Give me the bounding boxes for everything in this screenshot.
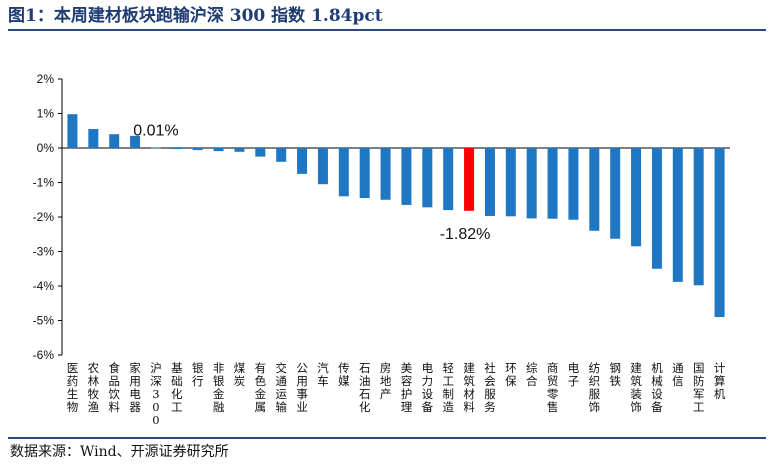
data-label: -1.82% <box>440 226 491 243</box>
category-label: 环保 <box>505 361 517 388</box>
data-label: 0.01% <box>133 123 178 140</box>
category-label: 轻工制造 <box>442 361 454 414</box>
bar-纺织服饰 <box>589 148 600 231</box>
category-label: 计算机 <box>714 361 726 401</box>
figure-title: 图1：本周建材板块跑输沪深 300 指数 1.84pct <box>8 6 383 26</box>
bar-建筑装饰 <box>631 148 642 247</box>
category-label: 电子 <box>568 361 580 388</box>
bar-交通运输 <box>276 148 287 162</box>
category-label: 电力设备 <box>422 361 434 414</box>
category-label: 农林牧渔 <box>88 361 100 414</box>
category-label: 建筑装饰 <box>630 361 642 414</box>
bar-有色金属 <box>255 148 266 157</box>
bar-电力设备 <box>422 148 433 208</box>
bar-电子 <box>568 148 579 220</box>
y-tick-label: 2% <box>37 72 55 86</box>
bar-传媒 <box>338 148 349 197</box>
bar-银行 <box>192 148 203 151</box>
bar-公用事业 <box>297 148 308 174</box>
category-label: 美容护理 <box>401 361 413 414</box>
y-tick-label: -5% <box>33 314 55 328</box>
title-rule <box>8 29 766 31</box>
bar-轻工制造 <box>443 148 454 211</box>
bar-社会服务 <box>484 148 495 216</box>
bar-美容护理 <box>401 148 412 205</box>
bar-房地产 <box>380 148 391 200</box>
bar-石油石化 <box>359 148 370 199</box>
category-label: 综合 <box>526 361 538 388</box>
bar-汽车 <box>317 148 328 185</box>
category-label: 有色金属 <box>255 361 267 414</box>
category-label: 公用事业 <box>296 361 308 414</box>
y-tick-label: 0% <box>37 141 55 155</box>
bar-国防军工 <box>693 148 704 286</box>
bar-综合 <box>526 148 537 219</box>
bar-基础化工 <box>171 148 182 150</box>
category-label: 沪深 3 0 0 <box>150 361 162 427</box>
source-rule <box>8 437 766 439</box>
bar-医药生物 <box>67 114 78 148</box>
bar-钢铁 <box>610 148 621 239</box>
bar-chart: 2% 1% 0% -1% -2% -3% -4% -5% -6% 医药生物农林牧渔食品饮料家用电器… <box>33 72 730 427</box>
bar-商贸零售 <box>547 148 558 219</box>
bar-煤炭 <box>234 148 245 152</box>
category-label: 建筑材料 <box>463 361 475 414</box>
y-tick-label: 1% <box>37 107 55 121</box>
category-label: 非银金融 <box>213 361 225 414</box>
category-label: 医药生物 <box>67 361 79 414</box>
category-label: 基础化工 <box>171 361 183 414</box>
y-tick-label: -1% <box>33 176 55 190</box>
category-label: 石油石化 <box>359 361 371 414</box>
category-label: 汽车 <box>317 361 329 388</box>
y-tick-label: -6% <box>33 348 55 362</box>
category-label: 纺织服饰 <box>589 361 601 414</box>
y-tick-label: -4% <box>33 279 55 293</box>
bar-计算机 <box>714 148 725 318</box>
bar-食品饮料 <box>109 134 120 148</box>
category-label: 商贸零售 <box>547 361 559 414</box>
category-label: 家用电器 <box>129 361 141 414</box>
category-label: 传媒 <box>338 361 350 388</box>
bar-沪深300 <box>150 147 161 149</box>
bar-建筑材料 <box>464 148 475 211</box>
category-label: 钢铁 <box>609 361 621 388</box>
category-label: 通信 <box>672 361 684 388</box>
bar-通信 <box>672 148 683 282</box>
category-label: 食品饮料 <box>108 361 120 414</box>
y-tick-label: -3% <box>33 245 55 259</box>
bar-环保 <box>505 148 516 217</box>
category-label: 国防军工 <box>693 361 705 414</box>
bar-机械设备 <box>651 148 662 269</box>
category-label: 煤炭 <box>234 361 246 388</box>
category-label: 房地产 <box>380 361 392 401</box>
source-note: 数据来源：Wind、开源证券研究所 <box>10 444 229 460</box>
category-label: 银行 <box>192 361 204 388</box>
category-label: 交通运输 <box>275 361 287 414</box>
category-label: 社会服务 <box>484 361 496 414</box>
bar-家用电器 <box>130 135 141 148</box>
bar-农林牧渔 <box>88 129 99 148</box>
category-label: 机械设备 <box>651 361 663 414</box>
bar-非银金融 <box>213 148 224 152</box>
y-tick-label: -2% <box>33 210 55 224</box>
